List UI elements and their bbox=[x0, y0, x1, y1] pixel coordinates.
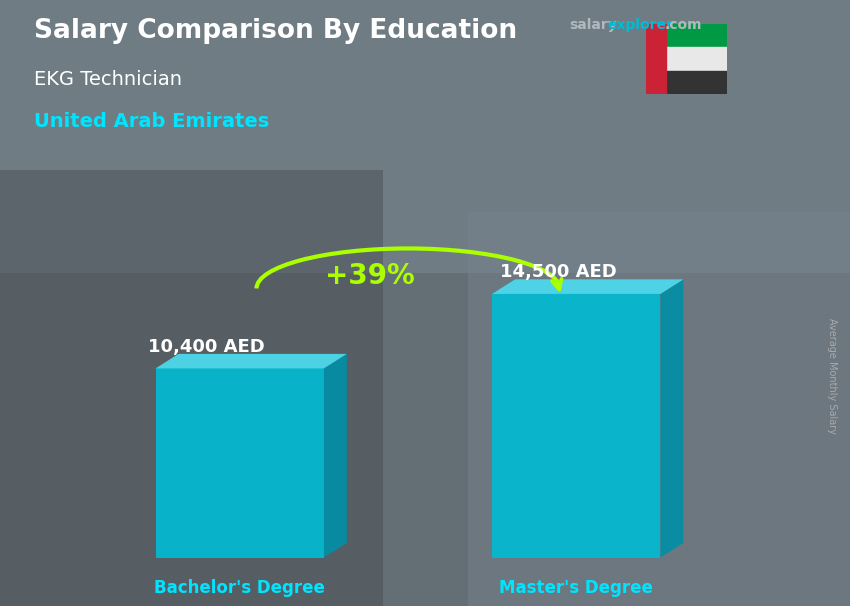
Polygon shape bbox=[492, 294, 660, 558]
Text: salary: salary bbox=[570, 18, 617, 32]
Text: United Arab Emirates: United Arab Emirates bbox=[34, 112, 269, 131]
Text: Average Monthly Salary: Average Monthly Salary bbox=[827, 318, 837, 434]
Polygon shape bbox=[156, 368, 324, 558]
Bar bbox=[646, 24, 727, 47]
Bar bbox=[646, 71, 727, 94]
Bar bbox=[0, 0, 850, 273]
Text: 10,400 AED: 10,400 AED bbox=[148, 338, 264, 356]
Polygon shape bbox=[156, 354, 347, 368]
Text: EKG Technician: EKG Technician bbox=[34, 70, 182, 88]
Text: Salary Comparison By Education: Salary Comparison By Education bbox=[34, 18, 517, 44]
Text: +39%: +39% bbox=[325, 262, 415, 290]
Polygon shape bbox=[492, 279, 683, 294]
Bar bbox=[646, 47, 727, 71]
Text: Bachelor's Degree: Bachelor's Degree bbox=[154, 579, 326, 598]
Polygon shape bbox=[660, 279, 683, 558]
Bar bbox=[468, 212, 850, 606]
Text: Master's Degree: Master's Degree bbox=[499, 579, 654, 598]
Text: explorer: explorer bbox=[608, 18, 673, 32]
Bar bbox=[646, 24, 666, 94]
Polygon shape bbox=[324, 354, 347, 558]
Bar bbox=[0, 170, 382, 606]
Text: .com: .com bbox=[665, 18, 702, 32]
Text: 14,500 AED: 14,500 AED bbox=[500, 263, 616, 281]
